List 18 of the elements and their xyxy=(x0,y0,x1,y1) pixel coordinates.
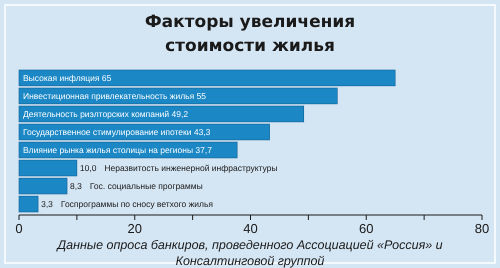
y-tick-label: Неразвитость инженерной инфраструктуры xyxy=(104,163,278,174)
category-label: Государственное стимулирование ипотеки 43,3 xyxy=(23,126,210,137)
x-tick-label: 0 xyxy=(15,221,23,236)
text: Данные опроса банкиров, проведенного Ассоциацией «Россия» и Консалтинговой группой xyxy=(55,238,443,268)
category-label: Высокая инфляция 65 xyxy=(23,72,112,83)
data-label: 3,3 xyxy=(41,199,54,210)
x-tick-label: 60 xyxy=(359,221,374,236)
x-tick-label: 40 xyxy=(243,221,258,236)
y-tick-label: Гос. социальные программы xyxy=(90,181,203,192)
category-label: Инвестиционная привлекательность жилья 55 xyxy=(23,90,206,101)
data-label: 10,0 xyxy=(80,163,97,174)
data-label: 8,3 xyxy=(70,181,82,192)
category-label: Влияние рынка жилья столицы на регионы 37,7 xyxy=(23,145,212,156)
x-tick-label: 80 xyxy=(474,221,490,236)
chart-title: Факторы увеличения стоимости жилья xyxy=(144,12,356,56)
y-tick-label: Госпрограммы по сносу ветхого жилья xyxy=(60,199,214,210)
x-tick-label: 20 xyxy=(128,221,142,236)
category-label: Деятельность риэлторских компаний 49,2 xyxy=(23,108,188,119)
